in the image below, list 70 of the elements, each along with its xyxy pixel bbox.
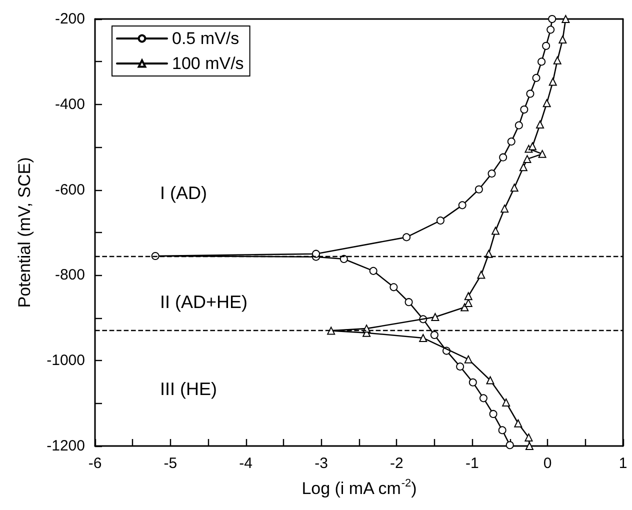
point <box>456 362 464 371</box>
point <box>431 313 440 322</box>
point <box>500 204 509 213</box>
point <box>546 26 555 34</box>
x-tick-label: -4 <box>239 455 253 472</box>
x-tick-label: -1 <box>465 455 479 472</box>
y-tick-label: -1000 <box>46 352 85 370</box>
point <box>468 378 477 386</box>
point <box>519 163 528 172</box>
point <box>553 56 562 64</box>
point <box>538 58 546 66</box>
point <box>523 155 532 164</box>
point <box>419 334 428 342</box>
point <box>458 201 466 210</box>
point <box>536 120 544 128</box>
y-tick-label: -1200 <box>46 438 85 454</box>
legend-label: 0.5 mV/s <box>172 29 240 48</box>
point <box>327 326 336 335</box>
legend-label: 100 mV/s <box>172 54 244 73</box>
x-tick-label: -2 <box>390 455 404 472</box>
point <box>498 426 506 434</box>
y-tick-label: -200 <box>54 10 85 28</box>
point <box>486 376 494 384</box>
point <box>525 442 534 450</box>
point <box>514 121 523 130</box>
point <box>474 185 483 194</box>
point <box>532 74 540 82</box>
x-tick-label: 1 <box>618 455 628 472</box>
point <box>436 216 444 225</box>
point <box>502 398 510 406</box>
y-tick-label: -600 <box>54 181 85 198</box>
point <box>538 150 546 158</box>
point <box>558 35 567 44</box>
point <box>390 283 398 292</box>
point <box>492 226 500 235</box>
x-tick-label: -3 <box>314 455 328 472</box>
point <box>464 355 472 364</box>
x-tick-label: 0 <box>543 455 552 472</box>
point <box>404 298 413 306</box>
y-axis-title: Potential (mV, SCE) <box>15 157 34 308</box>
annotation: I (AD) <box>160 183 207 203</box>
point <box>489 410 498 418</box>
point <box>369 266 378 275</box>
point <box>542 99 551 108</box>
point <box>402 233 411 242</box>
point <box>499 153 508 162</box>
point <box>524 433 533 442</box>
point <box>430 330 438 339</box>
annotation: III (HE) <box>160 379 217 399</box>
y-tick-label: -400 <box>54 96 85 113</box>
point <box>340 254 348 263</box>
point <box>507 138 516 146</box>
point <box>520 106 528 114</box>
point <box>562 15 570 23</box>
annotation: II (AD+HE) <box>160 292 248 312</box>
point <box>548 78 557 86</box>
point <box>488 170 496 178</box>
point <box>510 184 518 192</box>
point <box>312 250 320 258</box>
point <box>477 270 486 279</box>
point <box>528 142 536 150</box>
point <box>526 90 534 98</box>
x-tick-label: -6 <box>88 455 102 472</box>
y-tick-label: -800 <box>54 266 85 284</box>
point <box>464 292 472 300</box>
point <box>542 42 550 50</box>
x-tick-label: -5 <box>164 455 178 472</box>
point <box>548 15 556 23</box>
point <box>514 419 522 428</box>
point <box>479 394 488 402</box>
